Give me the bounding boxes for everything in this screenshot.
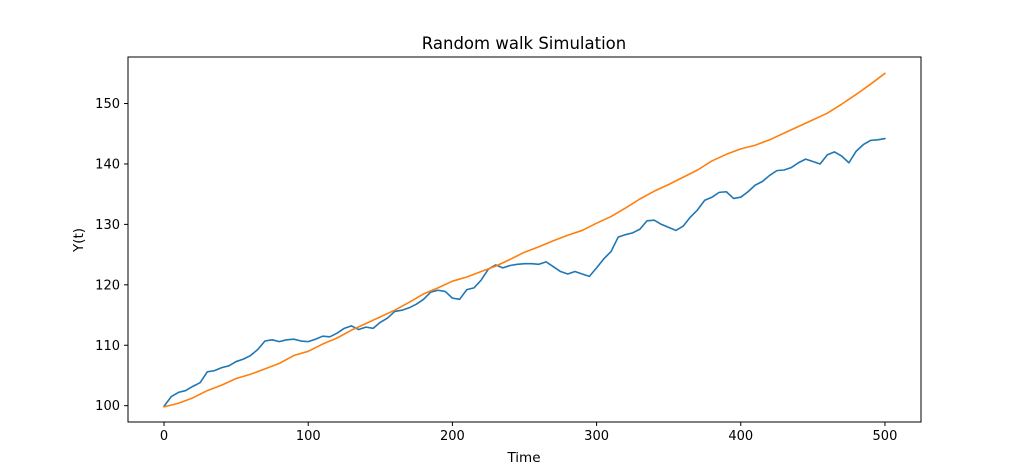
axes-frame — [127, 56, 922, 423]
y-axis-label: Y(t) — [71, 228, 87, 253]
x-tick-label: 300 — [584, 429, 609, 444]
series-line-1 — [163, 137, 886, 408]
x-axis: 0 100 200 300 400 500 — [160, 422, 897, 444]
x-tick-label: 0 — [160, 429, 168, 444]
plot-area — [127, 56, 922, 423]
x-tick-label: 100 — [296, 429, 321, 444]
y-tick-label: 100 — [95, 399, 120, 414]
x-tick-label: 400 — [728, 429, 753, 444]
y-tick-label: 130 — [95, 218, 120, 233]
y-tick-label: 120 — [95, 278, 120, 293]
y-axis: 100 110 120 130 140 150 — [95, 97, 128, 414]
y-tick-label: 150 — [95, 97, 120, 112]
x-tick-label: 200 — [440, 429, 465, 444]
series-layer — [163, 72, 886, 408]
x-tick-label: 500 — [873, 429, 898, 444]
y-tick-label: 140 — [95, 157, 120, 172]
x-axis-label: Time — [506, 450, 540, 466]
y-tick-label: 110 — [95, 339, 120, 354]
series-line-2 — [163, 72, 886, 408]
chart-title: Random walk Simulation — [422, 34, 626, 53]
